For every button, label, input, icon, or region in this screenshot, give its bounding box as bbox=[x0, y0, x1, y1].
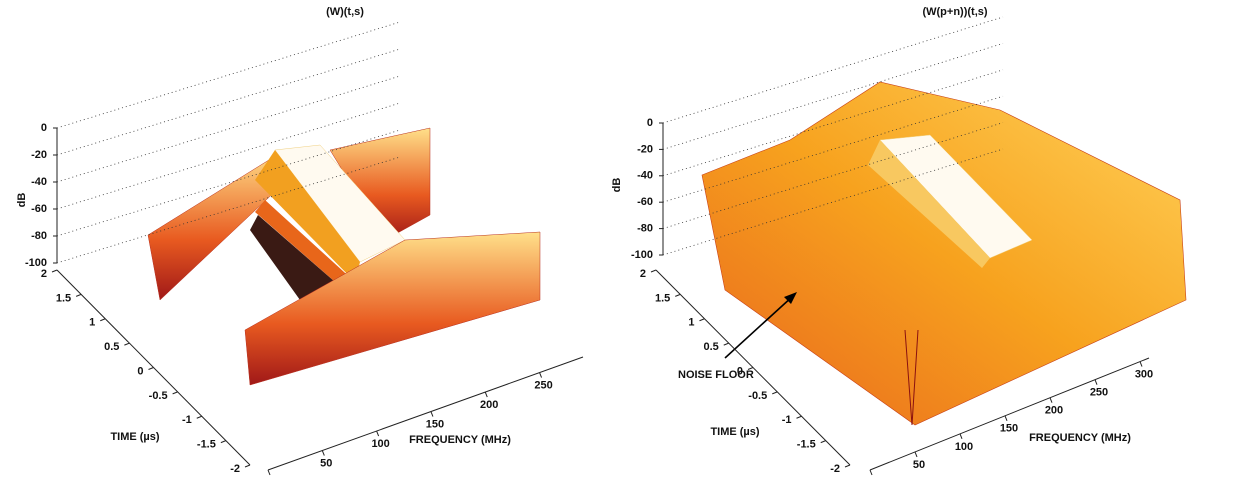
y-tick-label: -2 bbox=[830, 463, 840, 475]
x-axis-label: FREQUENCY (MHz) bbox=[1029, 432, 1131, 444]
y-tick-label: -0.5 bbox=[748, 390, 767, 402]
x-tick bbox=[430, 411, 434, 417]
y-tick-label: -1 bbox=[182, 414, 192, 426]
y-tick-label: 0.5 bbox=[703, 341, 718, 353]
y-tick bbox=[100, 318, 106, 322]
y-tick-label: 1.5 bbox=[56, 292, 71, 304]
arrow-head bbox=[784, 292, 797, 304]
x-tick bbox=[1094, 379, 1098, 385]
annotation-arrow bbox=[724, 295, 794, 359]
y-axis-label: TIME (µs) bbox=[710, 426, 759, 438]
x-tick bbox=[959, 433, 963, 440]
z-axis-label: dB bbox=[16, 193, 28, 208]
y-tick-label: -1.5 bbox=[797, 439, 816, 451]
x-tick-label: 0 bbox=[269, 477, 275, 478]
surface-left bbox=[147, 127, 541, 386]
z-tick-label: -20 bbox=[637, 143, 653, 155]
x-tick-label: 200 bbox=[480, 399, 498, 411]
x-axis-label: FREQUENCY (MHz) bbox=[409, 434, 511, 446]
y-tick-label: 0.5 bbox=[104, 341, 119, 353]
x-tick-label: 100 bbox=[371, 438, 389, 450]
y-tick-label: -0.5 bbox=[149, 390, 168, 402]
y-tick bbox=[124, 342, 130, 346]
y-tick-label: 2 bbox=[41, 268, 47, 280]
y-tick bbox=[796, 415, 802, 419]
y-tick-label: 2 bbox=[640, 268, 646, 280]
z-tick-label: -100 bbox=[631, 249, 653, 261]
x-tick-label: 250 bbox=[1090, 387, 1108, 399]
z-tick-label: -40 bbox=[31, 176, 47, 188]
y-tick bbox=[51, 269, 58, 273]
x-tick-label: 0 bbox=[871, 477, 877, 478]
grid-line bbox=[662, 69, 1004, 177]
grid-line bbox=[56, 48, 401, 156]
y-tick bbox=[772, 391, 778, 395]
y-tick bbox=[747, 367, 754, 370]
y-tick bbox=[220, 440, 227, 444]
annotation: NOISE FLOOR bbox=[678, 369, 754, 381]
y-tick bbox=[820, 440, 826, 444]
x-tick-label: 250 bbox=[534, 379, 552, 391]
x-tick bbox=[1139, 361, 1143, 367]
x-tick bbox=[869, 469, 873, 476]
x-tick-label: 50 bbox=[913, 459, 925, 471]
x-tick bbox=[1004, 415, 1008, 421]
y-tick-label: -1 bbox=[782, 414, 792, 426]
x-tick bbox=[1049, 397, 1053, 403]
x-tick-label: 150 bbox=[426, 418, 444, 430]
y-tick bbox=[723, 342, 729, 346]
y-tick bbox=[650, 269, 657, 273]
y-tick bbox=[844, 464, 851, 468]
z-tick-label: -60 bbox=[637, 196, 653, 208]
z-tick-label: -20 bbox=[31, 149, 47, 161]
z-tick-label: -40 bbox=[637, 170, 653, 182]
surface-right bbox=[701, 81, 1187, 426]
x-axis bbox=[267, 356, 584, 471]
grid-line bbox=[662, 148, 1004, 256]
grid-line bbox=[662, 122, 1004, 229]
z-tick-label: -80 bbox=[637, 223, 653, 235]
x-tick-label: 50 bbox=[320, 457, 332, 469]
grid-line bbox=[662, 16, 1004, 124]
chart-title: (W)(t,s) bbox=[326, 6, 364, 18]
y-tick bbox=[172, 391, 178, 395]
y-tick-label: 1.5 bbox=[655, 292, 670, 304]
y-tick bbox=[675, 293, 681, 297]
y-tick-label: -1.5 bbox=[197, 439, 216, 451]
x-axis bbox=[869, 357, 1150, 471]
chart-title: (W(p+n))(t,s) bbox=[922, 6, 987, 18]
x-tick-label: 100 bbox=[955, 441, 973, 453]
y-tick-label: -2 bbox=[230, 463, 240, 475]
x-tick bbox=[914, 451, 918, 458]
z-tick-label: 0 bbox=[647, 117, 653, 129]
x-tick-label: 150 bbox=[1000, 423, 1018, 435]
grid-line bbox=[662, 95, 1004, 203]
y-tick bbox=[75, 293, 82, 297]
z-tick-label: -60 bbox=[31, 203, 47, 215]
x-tick bbox=[484, 391, 488, 398]
z-axis-label: dB bbox=[611, 178, 623, 193]
y-tick-label: 0 bbox=[737, 365, 743, 377]
y-tick-label: 0 bbox=[137, 365, 143, 377]
x-tick bbox=[539, 372, 543, 378]
y-tick bbox=[196, 415, 202, 419]
z-tick-label: -100 bbox=[25, 257, 47, 269]
y-tick bbox=[699, 318, 705, 322]
x-tick bbox=[321, 450, 325, 456]
x-tick bbox=[267, 469, 271, 476]
y-tick bbox=[148, 367, 154, 370]
y-tick-label: 1 bbox=[688, 317, 694, 329]
y-tick bbox=[244, 464, 251, 468]
y-tick-label: 1 bbox=[89, 317, 95, 329]
grid-line bbox=[56, 21, 401, 129]
y-axis-label: TIME (µs) bbox=[110, 431, 159, 443]
x-tick-label: 300 bbox=[1135, 369, 1153, 381]
x-tick bbox=[376, 430, 380, 437]
grid-line bbox=[662, 43, 1004, 150]
x-tick-label: 200 bbox=[1045, 405, 1063, 417]
z-tick-label: -80 bbox=[31, 230, 47, 242]
z-tick-label: 0 bbox=[41, 122, 47, 134]
